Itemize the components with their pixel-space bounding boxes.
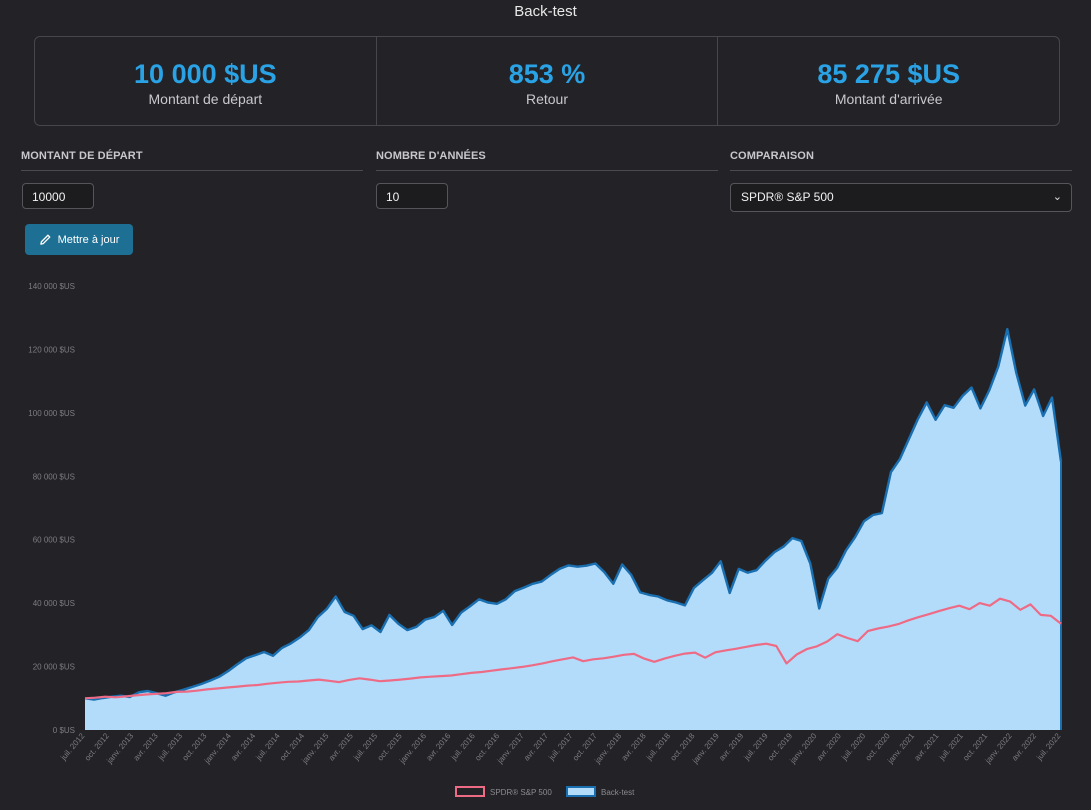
- update-button[interactable]: Mettre à jour: [25, 224, 133, 255]
- stat-end-amount: 85 275 $US Montant d'arrivée: [718, 37, 1059, 125]
- stat-label: Montant de départ: [148, 91, 263, 107]
- stat-label: Retour: [525, 91, 569, 107]
- stat-value: 10 000 $US: [134, 59, 277, 89]
- x-tick-label: avr. 2017: [522, 731, 550, 762]
- y-tick-label: 80 000 $US: [33, 472, 75, 481]
- x-tick-label: juil. 2020: [839, 731, 867, 763]
- backtest-chart: 0 $US 20 000 $US 40 000 $US 60 000 $US 80 00…: [28, 282, 1063, 797]
- y-tick-label: 0 $US: [53, 726, 75, 735]
- pencil-icon: [39, 234, 51, 245]
- x-tick-label: juil. 2013: [156, 731, 184, 763]
- x-tick-label: avr. 2022: [1010, 731, 1038, 762]
- x-tick-label: avr. 2020: [815, 731, 843, 762]
- y-tick-label: 40 000 $US: [33, 599, 75, 608]
- x-tick-label: juil. 2018: [644, 731, 672, 763]
- y-tick-label: 100 000 $US: [28, 409, 75, 418]
- y-tick-label: 120 000 $US: [28, 345, 75, 354]
- comparison-selected-value: SPDR® S&P 500: [741, 190, 834, 204]
- legend-swatch-backtest: [566, 786, 596, 797]
- backtest-area: [85, 329, 1061, 730]
- stat-value: 85 275 $US: [817, 59, 960, 89]
- y-tick-label: 140 000 $US: [28, 282, 75, 291]
- start-amount-label: MONTANT DE DÉPART: [21, 150, 363, 171]
- stat-start-amount: 10 000 $US Montant de départ: [35, 37, 377, 125]
- x-tick-label: avr. 2013: [132, 731, 160, 762]
- x-tick-label: avr. 2021: [912, 731, 940, 762]
- chevron-down-icon: ⌄: [1052, 191, 1062, 203]
- spdr-line: [84, 597, 1062, 700]
- start-amount-input[interactable]: 10000: [22, 183, 94, 209]
- stat-label: Montant d'arrivée: [834, 91, 943, 107]
- legend-swatch-spdr: [455, 786, 485, 797]
- years-label: NOMBRE D'ANNÉES: [376, 150, 718, 171]
- backtest-line: [84, 327, 1063, 701]
- x-tick-label: avr. 2015: [327, 731, 355, 762]
- legend-label-backtest: Back-test: [601, 788, 635, 797]
- x-tick-label: juil. 2016: [449, 731, 477, 763]
- y-tick-label: 20 000 $US: [33, 663, 75, 672]
- x-tick-label: juil. 2017: [546, 731, 574, 763]
- stats-summary: 10 000 $US Montant de départ 853 % Retou…: [34, 36, 1060, 126]
- x-tick-label: avr. 2016: [424, 731, 452, 762]
- x-tick-label: juil. 2014: [254, 731, 282, 763]
- stat-return: 853 % Retour: [377, 37, 719, 125]
- legend-label-spdr: SPDR® S&P 500: [490, 788, 552, 797]
- x-tick-label: juil. 2021: [937, 731, 965, 763]
- x-tick-label: avr. 2018: [620, 731, 648, 762]
- x-tick-label: avr. 2019: [717, 731, 745, 762]
- update-button-label: Mettre à jour: [57, 233, 120, 246]
- comparison-label: COMPARAISON: [730, 150, 1072, 171]
- y-tick-label: 60 000 $US: [33, 536, 75, 545]
- page-title: Back-test: [514, 3, 577, 20]
- years-input[interactable]: 10: [376, 183, 448, 209]
- x-tick-label: juil. 2015: [351, 731, 379, 763]
- comparison-select[interactable]: SPDR® S&P 500 ⌄: [730, 183, 1072, 212]
- x-tick-label: juil. 2019: [742, 731, 770, 763]
- stat-value: 853 %: [508, 59, 586, 89]
- x-tick-label: avr. 2014: [229, 731, 257, 762]
- x-tick-label: juil. 2012: [58, 731, 86, 763]
- x-tick-label: juil. 2022: [1034, 731, 1062, 763]
